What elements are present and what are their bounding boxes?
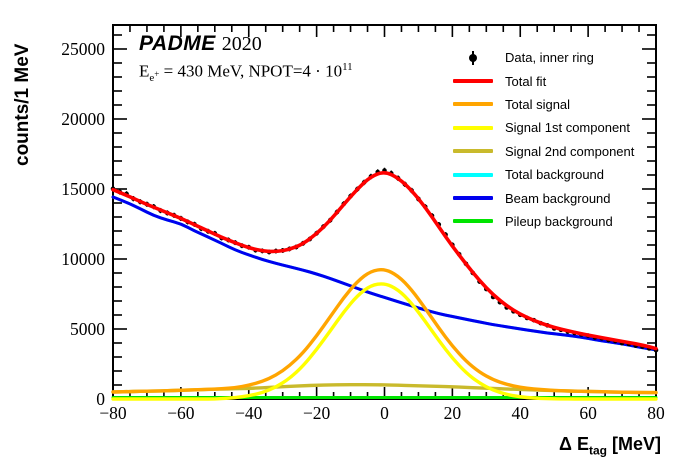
- x-title-unit: [MeV]: [607, 434, 661, 454]
- legend-line-icon: [452, 190, 494, 206]
- legend-item-total-fit: Total fit: [452, 69, 634, 92]
- x-tick-label: −20: [303, 403, 331, 423]
- x-tick-label: 60: [579, 403, 597, 423]
- experiment-name: PADME: [139, 32, 216, 55]
- x-tick-label: −80: [99, 403, 127, 423]
- legend-label: Data, inner ring: [505, 50, 594, 66]
- conditions-exponent: 11: [342, 61, 353, 73]
- legend-item-total-signal: Total signal: [452, 93, 634, 116]
- y-tick-label: 5000: [70, 319, 105, 339]
- legend-item-total-background: Total background: [452, 163, 634, 186]
- plot-header: PADME 2020: [139, 32, 262, 56]
- x-title-subscript: tag: [589, 443, 607, 458]
- conditions-text: = 430 MeV, NPOT=4 · 10: [159, 61, 343, 81]
- series-beam-background-line: [111, 195, 658, 352]
- y-axis-title: counts/1 MeV: [12, 44, 34, 166]
- legend-line-icon: [452, 120, 494, 136]
- x-title-prefix: Δ E: [559, 434, 589, 454]
- y-tick-label: 15000: [61, 179, 105, 199]
- x-tick-label: 40: [512, 403, 530, 423]
- beam-conditions: Ee+ = 430 MeV, NPOT=4 · 1011: [139, 61, 353, 84]
- series-total-fit-line: [111, 171, 658, 351]
- series-signal-1st-component-line: [111, 282, 658, 401]
- legend-label: Total background: [505, 167, 605, 183]
- x-tick-label: 20: [444, 403, 462, 423]
- legend-line-icon: [452, 213, 494, 229]
- legend-label: Pileup background: [505, 213, 613, 229]
- x-tick-label: 0: [380, 403, 389, 423]
- legend-line-icon: [452, 96, 494, 112]
- x-axis-title: Δ Etag [MeV]: [0, 434, 661, 458]
- data-marker-icon: [452, 50, 494, 66]
- x-tick-label: 80: [647, 403, 665, 423]
- legend-label: Beam background: [505, 190, 611, 206]
- conditions-subscript: e+: [149, 69, 160, 85]
- legend: Data, inner ring Total fit Total signal Sig…: [452, 46, 634, 233]
- legend-line-icon: [452, 167, 494, 183]
- legend-item-signal-1st-component: Signal 1st component: [452, 116, 634, 139]
- y-tick-label: 20000: [61, 109, 105, 129]
- legend-item-data-inner-ring: Data, inner ring: [452, 46, 634, 69]
- legend-label: Signal 2nd component: [505, 143, 635, 159]
- legend-label: Signal 1st component: [505, 120, 631, 136]
- legend-item-pileup-background: Pileup background: [452, 210, 634, 233]
- legend-line-icon: [452, 143, 494, 159]
- y-tick-label: 25000: [61, 39, 105, 59]
- y-tick-label: 10000: [61, 249, 105, 269]
- legend-label: Total fit: [505, 73, 547, 89]
- x-tick-label: −60: [167, 403, 195, 423]
- legend-item-signal-2nd-component: Signal 2nd component: [452, 140, 634, 163]
- axis-ticks: [112, 25, 657, 400]
- conditions-symbol: E: [139, 61, 150, 81]
- series-total-signal-line: [111, 268, 658, 395]
- experiment-year: 2020: [221, 33, 262, 55]
- legend-item-beam-background: Beam background: [452, 186, 634, 209]
- legend-label: Total signal: [505, 96, 571, 112]
- x-tick-label: −40: [235, 403, 263, 423]
- y-tick-label: 0: [96, 389, 105, 409]
- y-axis-title-text: counts/1 MeV: [12, 43, 33, 166]
- legend-line-icon: [452, 73, 494, 89]
